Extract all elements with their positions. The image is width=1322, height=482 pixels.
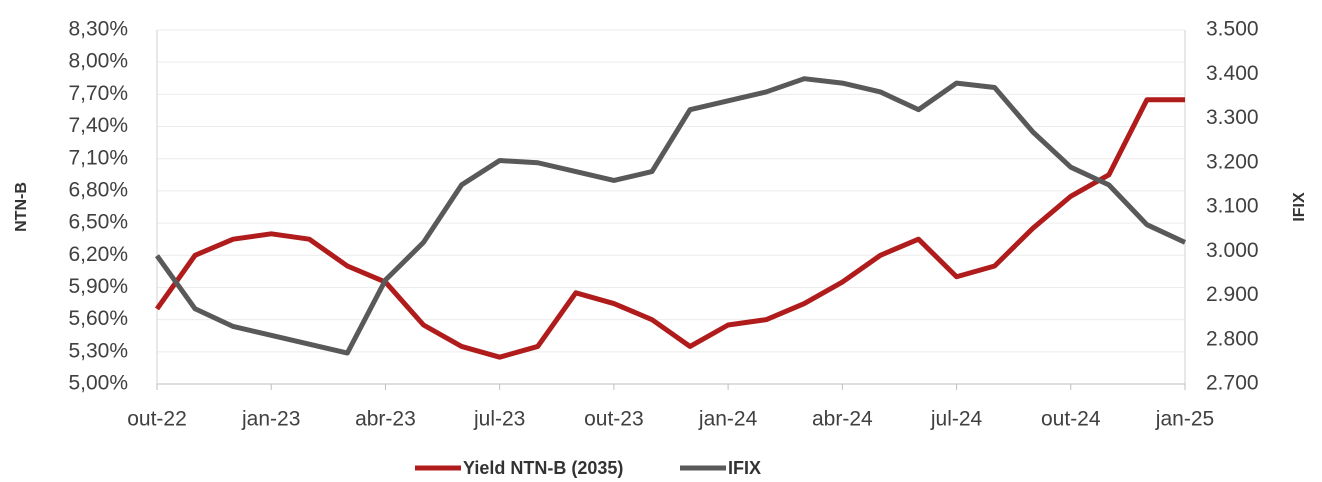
x-tick-label: out-23: [584, 408, 644, 431]
y2-tick-label: 3.100: [1206, 195, 1259, 218]
x-tick-label: jul-23: [473, 408, 525, 431]
legend-label: Yield NTN-B (2035): [463, 458, 623, 478]
x-tick-label: jan-25: [1155, 408, 1214, 431]
y-tick-label: 5,60%: [68, 307, 128, 330]
y-tick-label: 6,80%: [68, 178, 128, 201]
y2-tick-label: 2.900: [1206, 283, 1259, 306]
y2-tick-label: 3.400: [1206, 62, 1259, 85]
x-tick-label: abr-23: [355, 408, 416, 431]
y-tick-label: 5,90%: [68, 275, 128, 298]
y-tick-label: 8,00%: [68, 50, 128, 73]
y-tick-label: 6,20%: [68, 243, 128, 266]
legend-label: IFIX: [728, 458, 761, 478]
y2-tick-label: 2.700: [1206, 372, 1259, 395]
y2-axis-title: IFIX: [1291, 192, 1308, 222]
x-tick-label: out-22: [127, 408, 187, 431]
y-axis-title: NTN-B: [13, 182, 30, 232]
y2-tick-label: 3.500: [1206, 18, 1259, 41]
x-tick-label: abr-24: [812, 408, 873, 431]
y-tick-label: 8,30%: [68, 18, 128, 41]
y-tick-label: 7,10%: [68, 146, 128, 169]
y-tick-label: 5,30%: [68, 339, 128, 362]
x-tick-label: jul-24: [930, 408, 983, 431]
x-tick-label: jan-24: [698, 408, 758, 431]
x-tick-label: jan-23: [241, 408, 300, 431]
y2-tick-label: 3.000: [1206, 239, 1259, 262]
y-tick-label: 7,70%: [68, 82, 128, 105]
y2-tick-label: 3.300: [1206, 106, 1259, 129]
y-tick-label: 6,50%: [68, 211, 128, 234]
x-tick-label: out-24: [1041, 408, 1101, 431]
series-line: [154, 76, 1187, 356]
y2-tick-label: 3.200: [1206, 150, 1259, 173]
y-tick-label: 7,40%: [68, 114, 128, 137]
y2-tick-label: 2.800: [1206, 327, 1259, 350]
y-tick-label: 5,00%: [68, 372, 128, 395]
series-line: [154, 97, 1185, 360]
